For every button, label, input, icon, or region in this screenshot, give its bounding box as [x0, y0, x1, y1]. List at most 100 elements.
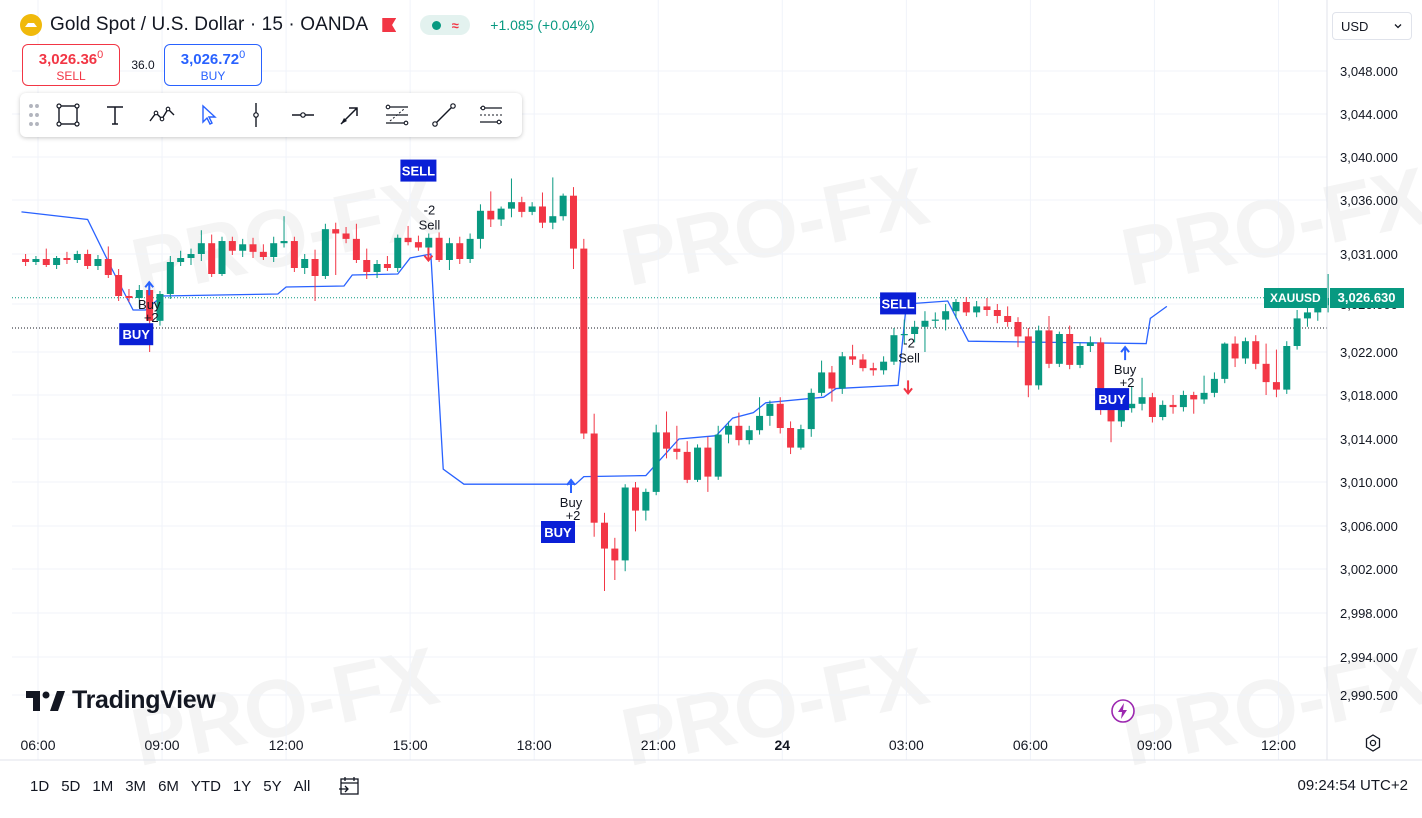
price-tick-label: 3,022.000	[1340, 345, 1398, 360]
buy-signal-label: Buy	[560, 495, 583, 510]
candle-body	[280, 241, 288, 244]
range-1d[interactable]: 1D	[30, 777, 50, 795]
candle-body	[1128, 403, 1136, 409]
candle-body	[652, 432, 660, 492]
sell-signal-box-text: SELL	[402, 164, 435, 179]
range-1y[interactable]: 1Y	[232, 777, 252, 795]
candle-body	[487, 210, 495, 220]
channel-icon[interactable]	[467, 93, 514, 137]
candle	[921, 311, 929, 352]
range-6m[interactable]: 6M	[158, 777, 179, 795]
calendar-icon[interactable]	[336, 773, 362, 799]
sell-signal-label: Sell	[898, 350, 920, 365]
range-ytd[interactable]: YTD	[190, 777, 221, 795]
sell-price: 3,026.360	[23, 49, 119, 68]
price-tag-symbol: XAUUSD	[1264, 287, 1327, 308]
candle-body	[1004, 316, 1012, 322]
candle-body	[156, 294, 164, 321]
candle	[63, 251, 71, 264]
bolt-icon[interactable]	[1110, 698, 1136, 724]
candle	[580, 238, 588, 439]
gear-icon[interactable]	[1363, 733, 1383, 753]
candle-body	[714, 434, 722, 477]
arrow-down-icon	[903, 380, 913, 396]
range-5d[interactable]: 5D	[61, 777, 81, 795]
candle-body	[301, 259, 309, 268]
candle-body	[849, 356, 857, 360]
range-3m[interactable]: 3M	[125, 777, 147, 795]
candle	[880, 356, 888, 375]
market-status-badge[interactable]: ≈	[420, 15, 471, 35]
fib-icon[interactable]	[373, 93, 420, 137]
candle	[1272, 349, 1280, 398]
candle	[342, 227, 350, 244]
buy-button[interactable]: 3,026.720 BUY	[164, 44, 262, 86]
candle	[228, 236, 236, 255]
candle	[177, 250, 185, 266]
tradingview-logo-text: TradingView	[72, 686, 216, 714]
candle-body	[1190, 395, 1198, 400]
candle	[735, 412, 743, 446]
range-5y[interactable]: 5Y	[263, 777, 282, 795]
candle	[1200, 375, 1208, 404]
drag-handle-icon[interactable]	[24, 93, 44, 137]
tradingview-logo[interactable]: TradingView	[26, 686, 216, 715]
candle-body	[745, 430, 753, 441]
candle-body	[1159, 404, 1167, 417]
price-axis[interactable]: 3,048.000 3,044.000 3,040.000 3,036.000 3,03…	[1340, 64, 1398, 703]
candle-body	[983, 306, 991, 310]
candle-body	[53, 258, 61, 265]
candle	[911, 320, 919, 343]
candle-body	[125, 296, 133, 298]
candle	[973, 301, 981, 318]
trend-line-icon[interactable]	[420, 93, 467, 137]
candle	[476, 204, 484, 249]
market-open-dot-icon	[431, 20, 441, 30]
candle	[538, 192, 546, 229]
candle-body	[456, 243, 464, 259]
cursor-icon[interactable]	[185, 93, 232, 137]
candle	[259, 244, 267, 260]
candle-body	[911, 326, 919, 334]
arrow-up-icon	[1120, 345, 1130, 361]
candle-body	[1066, 334, 1074, 365]
candle	[683, 441, 691, 484]
candle-body	[197, 243, 205, 254]
candle	[1252, 335, 1260, 370]
sell-button[interactable]: 3,026.360 SELL	[22, 44, 120, 86]
flag-icon[interactable]	[382, 18, 397, 32]
range-all[interactable]: All	[293, 777, 311, 795]
candle-body	[394, 237, 402, 268]
candle-body	[166, 262, 174, 294]
candle	[590, 413, 598, 537]
candle-body	[332, 229, 340, 234]
currency-select[interactable]: USD	[1332, 12, 1412, 40]
range-1m[interactable]: 1M	[92, 777, 114, 795]
rectangle-icon[interactable]	[44, 93, 91, 137]
candle-body	[404, 237, 412, 243]
candle	[73, 250, 81, 263]
candle-body	[1272, 382, 1280, 390]
price-change: +1.085 (+0.04%)	[490, 17, 595, 33]
candle	[249, 237, 257, 258]
candle-body	[249, 244, 257, 252]
candle	[352, 223, 360, 263]
horizontal-ray-icon[interactable]	[279, 93, 326, 137]
vertical-line-icon[interactable]	[232, 93, 279, 137]
time-axis[interactable]: 06:00 09:00 12:00 15:00 18:00 21:00 24 03:00 06:…	[20, 737, 1296, 753]
symbol-title[interactable]: Gold Spot / U.S. Dollar · 15 · OANDA	[50, 14, 369, 35]
candle-body	[538, 206, 546, 223]
candle-body	[208, 243, 216, 274]
pattern-icon[interactable]	[138, 93, 185, 137]
watermark-text: PRO-FX	[614, 151, 936, 304]
candle-body	[1210, 378, 1218, 393]
arrow-icon[interactable]	[326, 93, 373, 137]
candle	[466, 233, 474, 263]
clock[interactable]: 09:24:54 UTC+2	[1297, 777, 1409, 794]
candle	[239, 238, 247, 257]
text-icon[interactable]	[91, 93, 138, 137]
candle-body	[445, 243, 453, 260]
buy-signal-label: Buy	[138, 297, 161, 312]
price-tick-label: 3,010.000	[1340, 475, 1398, 490]
